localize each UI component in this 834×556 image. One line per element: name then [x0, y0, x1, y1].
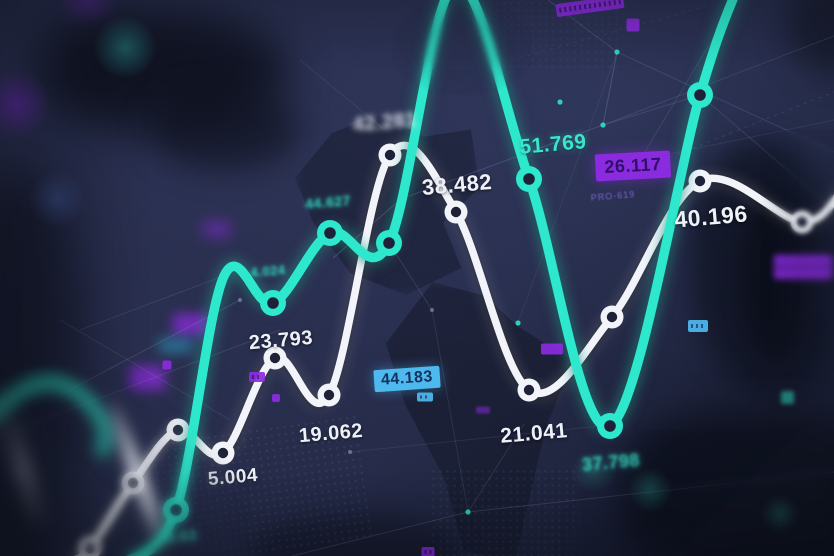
- tag-glyph-text: [424, 550, 432, 554]
- purple-mini-tag: [162, 360, 172, 370]
- purple-mini-tag: [249, 372, 265, 382]
- tag-glyph-text: [558, 0, 622, 13]
- purple-mini-tag: [272, 394, 280, 402]
- tag-glyph-text: [777, 262, 829, 272]
- blue-mini-tag: [688, 320, 708, 332]
- purple-mini-tag: [421, 547, 435, 556]
- tag-glyph-text: [420, 395, 430, 399]
- tag-glyph-text: [691, 323, 705, 329]
- purple-mini-tag: [555, 0, 625, 18]
- tag-glyph-text: [252, 375, 262, 379]
- purple-mini-tag: [541, 343, 563, 355]
- purple-mini-tag: [626, 18, 640, 32]
- purple-mini-tag: [476, 406, 490, 414]
- purple-mini-tag: [774, 255, 832, 279]
- blue-mini-tag: [417, 392, 433, 402]
